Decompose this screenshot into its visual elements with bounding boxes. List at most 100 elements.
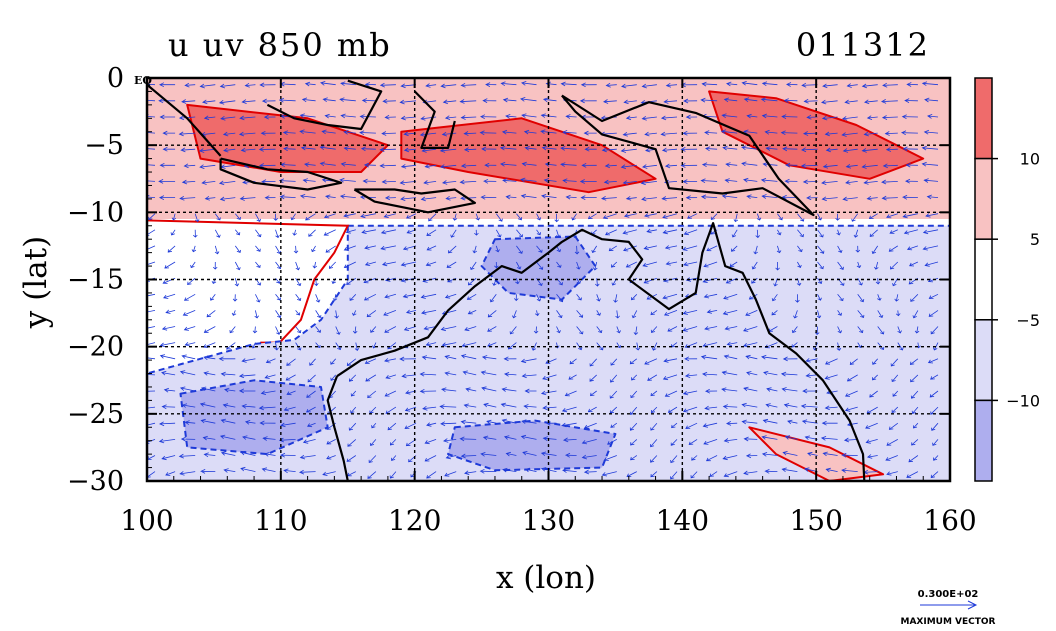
- wind-vector: [364, 82, 376, 87]
- wind-vector: [561, 406, 577, 413]
- wind-vector: [580, 195, 597, 200]
- wind-vector: [234, 213, 241, 221]
- wind-vector: [467, 310, 477, 315]
- x-tick-label: 110: [254, 504, 307, 537]
- wind-vector: [238, 373, 256, 379]
- wind-vector: [400, 261, 417, 267]
- wind-vector: [743, 97, 758, 103]
- wind-vector: [650, 471, 658, 478]
- wind-vector: [771, 294, 778, 302]
- y-tick-label: −15: [67, 265, 124, 296]
- wind-vector: [821, 420, 838, 426]
- wind-vector: [890, 358, 899, 367]
- wind-vector: [238, 388, 256, 394]
- wind-vector: [214, 245, 220, 255]
- wind-vector: [251, 342, 256, 349]
- wind-vector: [807, 451, 818, 457]
- wind-vector: [214, 229, 221, 238]
- wind-vector: [581, 454, 597, 460]
- wind-vector: [644, 213, 657, 218]
- wind-vector: [610, 422, 618, 428]
- wind-vector: [161, 404, 176, 410]
- wind-vector: [725, 162, 738, 167]
- wind-vector: [536, 245, 543, 253]
- wind-vector: [426, 471, 437, 479]
- wind-vector: [703, 439, 718, 445]
- wind-vector: [609, 374, 618, 383]
- y-axis-label: y (lat): [18, 236, 54, 329]
- wind-vector: [443, 438, 457, 443]
- wind-vector: [581, 439, 597, 445]
- wind-vector: [302, 178, 316, 183]
- wind-vector: [868, 213, 878, 220]
- wind-vector: [855, 245, 861, 253]
- wind-vector: [459, 179, 477, 185]
- wind-vector: [541, 145, 557, 151]
- wind-vector: [709, 471, 718, 477]
- wind-vector: [322, 97, 336, 103]
- colorbar-segment: [974, 77, 993, 160]
- wind-vector: [631, 294, 638, 301]
- wind-vector: [483, 178, 497, 184]
- wind-vector: [722, 404, 738, 409]
- x-tick-label: 130: [522, 504, 575, 537]
- wind-vector: [147, 293, 156, 299]
- wind-vector: [751, 261, 758, 270]
- wind-vector: [520, 434, 537, 440]
- wind-vector: [906, 82, 918, 87]
- wind-vector: [857, 277, 863, 286]
- wind-vector: [462, 370, 477, 376]
- wind-vector: [556, 229, 561, 238]
- wind-vector: [161, 326, 176, 331]
- wind-vector: [368, 455, 377, 464]
- wind-vector: [701, 162, 718, 168]
- colorbar-label: 10: [1020, 150, 1040, 169]
- x-tick-label: 160: [923, 504, 976, 537]
- wind-vector: [480, 370, 497, 376]
- wind-vector: [220, 115, 236, 121]
- wind-vector: [181, 403, 196, 408]
- wind-vector: [280, 452, 296, 458]
- wind-vector: [343, 130, 356, 135]
- wind-vector: [202, 99, 216, 105]
- wind-vector: [204, 195, 216, 201]
- wind-vector: [181, 179, 196, 185]
- wind-vector: [626, 471, 637, 478]
- wind-vector: [753, 245, 758, 255]
- wind-vector: [178, 453, 196, 459]
- wind-vector: [261, 98, 276, 104]
- wind-vector: [895, 310, 901, 317]
- wind-vector: [299, 113, 316, 119]
- wind-vector: [851, 213, 859, 222]
- x-tick-label: 150: [789, 504, 842, 537]
- wind-vector: [592, 261, 598, 271]
- wind-vector: [234, 278, 240, 287]
- wind-vector: [869, 390, 878, 398]
- wind-vector: [403, 326, 417, 331]
- wind-vector: [326, 439, 336, 445]
- wind-vector: [159, 195, 176, 200]
- wind-vector: [671, 422, 678, 429]
- wind-vector: [857, 342, 862, 349]
- wind-vector: [556, 310, 563, 319]
- wind-vector: [729, 261, 738, 267]
- wind-vector: [542, 405, 557, 411]
- wind-vector: [921, 81, 939, 86]
- wind-vector: [304, 81, 316, 87]
- wind-vector: [726, 341, 738, 347]
- wind-vector: [721, 387, 738, 392]
- wind-vector: [651, 342, 658, 351]
- wind-vector: [522, 451, 537, 456]
- chart-title: u uv 850 mb: [168, 26, 392, 64]
- colorbar-segment: [974, 157, 993, 240]
- wind-vector: [576, 294, 582, 301]
- wind-vector: [844, 406, 858, 412]
- wind-vector: [444, 355, 457, 360]
- wind-vector: [421, 310, 437, 315]
- wind-vector: [158, 421, 176, 427]
- wind-vector: [682, 310, 698, 315]
- wind-vector: [605, 229, 617, 236]
- wind-vector: [781, 114, 798, 119]
- wind-vector: [631, 310, 638, 319]
- wind-vector: [881, 195, 898, 201]
